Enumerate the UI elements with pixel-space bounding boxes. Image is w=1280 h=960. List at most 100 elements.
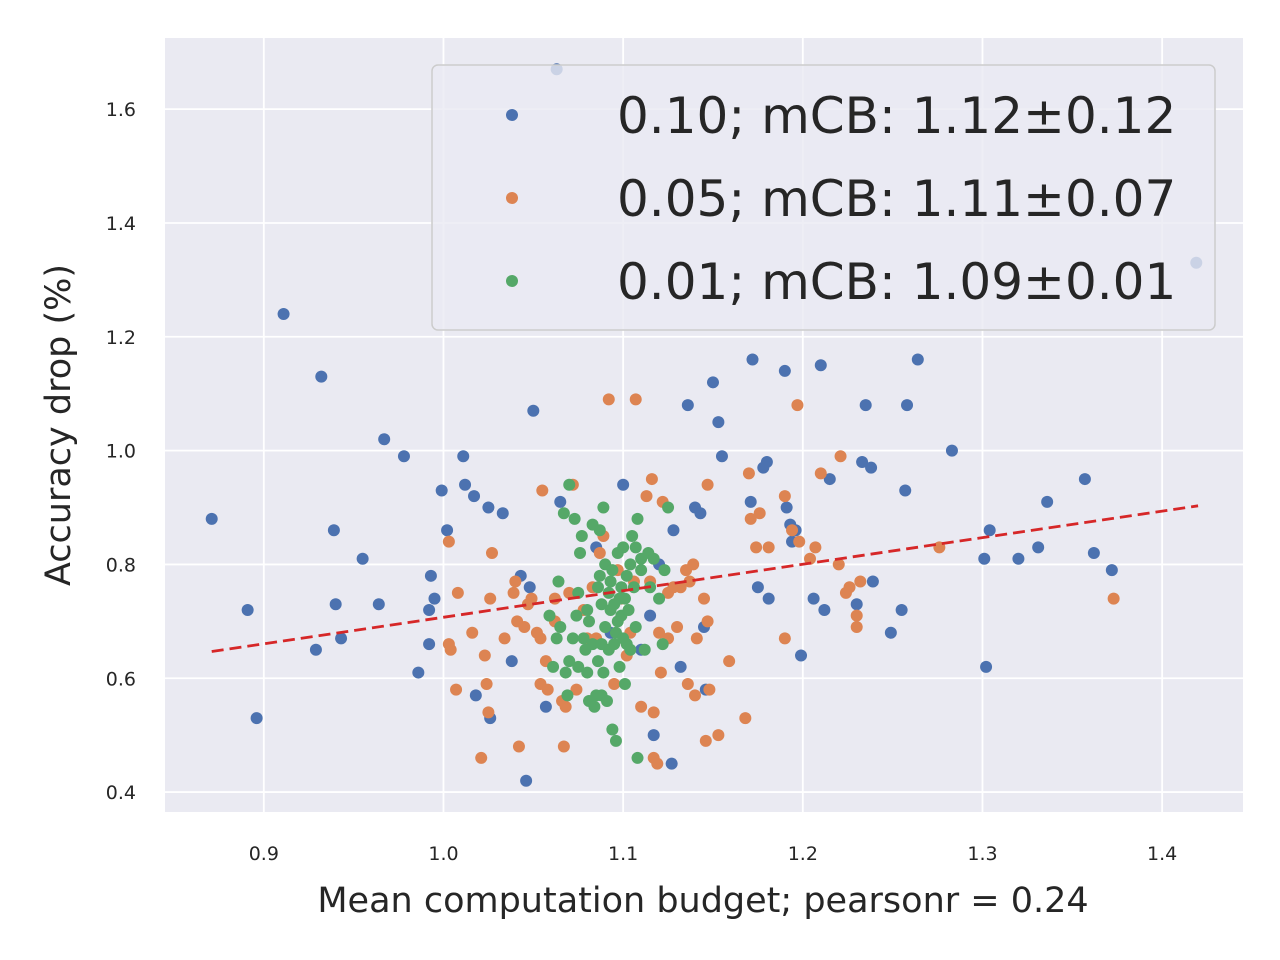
data-point: [552, 575, 565, 588]
data-point: [843, 581, 856, 594]
data-point: [712, 729, 725, 742]
data-point: [644, 609, 657, 622]
data-point: [647, 729, 660, 742]
data-point: [834, 450, 847, 463]
data-point: [372, 598, 385, 611]
data-point: [315, 370, 328, 383]
data-point: [512, 740, 525, 753]
data-point: [554, 621, 567, 634]
data-point: [482, 501, 495, 514]
x-tick-label: 1.0: [428, 843, 458, 865]
data-point: [647, 706, 660, 719]
data-point: [329, 598, 342, 611]
data-point: [574, 547, 587, 560]
data-point: [613, 660, 626, 673]
x-tick-label: 1.1: [608, 843, 638, 865]
data-point: [983, 524, 996, 537]
x-tick-label: 0.9: [249, 843, 279, 865]
data-point: [412, 666, 425, 679]
y-tick-label: 1.0: [106, 441, 136, 463]
data-point: [593, 524, 606, 537]
data-point: [597, 501, 610, 514]
data-point: [485, 547, 498, 560]
legend-label: 0.01; mCB: 1.09±0.01: [617, 253, 1176, 311]
data-point: [570, 683, 583, 696]
data-point: [683, 575, 696, 588]
data-point: [602, 393, 615, 406]
data-point: [586, 638, 599, 651]
data-point: [786, 524, 799, 537]
data-point: [631, 751, 644, 764]
data-point: [559, 700, 572, 713]
data-point: [694, 507, 707, 520]
data-point: [496, 507, 509, 520]
data-point: [563, 655, 576, 668]
data-point: [441, 524, 454, 537]
data-point: [911, 353, 924, 366]
data-point: [608, 677, 621, 690]
data-point: [1032, 541, 1045, 554]
data-point: [626, 529, 639, 542]
data-point: [778, 364, 791, 377]
data-point: [665, 757, 678, 770]
legend: 0.10; mCB: 1.12±0.12 0.05; mCB: 1.11±0.07…: [431, 64, 1216, 331]
data-point: [1012, 552, 1025, 565]
data-point: [884, 626, 897, 639]
data-point: [945, 444, 958, 457]
data-points: [205, 63, 1203, 787]
data-point: [482, 706, 495, 719]
legend-marker: [506, 192, 518, 204]
data-point: [793, 535, 806, 548]
y-tick-label: 1.6: [106, 99, 136, 121]
data-point: [662, 501, 675, 514]
data-point: [536, 484, 549, 497]
data-point: [778, 490, 791, 503]
trend-line: [211, 504, 1199, 653]
data-point: [635, 564, 648, 577]
data-point: [715, 450, 728, 463]
data-point: [620, 569, 633, 582]
data-point: [547, 660, 560, 673]
data-point: [865, 461, 878, 474]
data-point: [850, 598, 863, 611]
data-point: [466, 626, 479, 639]
data-point: [687, 558, 700, 571]
data-point: [484, 592, 497, 605]
data-point: [250, 712, 263, 725]
legend-label: 0.05; mCB: 1.11±0.07: [617, 170, 1176, 228]
data-point: [563, 478, 576, 491]
data-point: [518, 621, 531, 634]
data-point: [656, 638, 669, 651]
data-point: [624, 643, 637, 656]
data-point: [791, 399, 804, 412]
data-point: [703, 683, 716, 696]
data-point: [618, 592, 631, 605]
y-tick-label: 0.4: [106, 782, 136, 804]
data-point: [428, 592, 441, 605]
data-point: [609, 734, 622, 747]
data-point: [653, 592, 666, 605]
data-point: [699, 734, 712, 747]
data-point: [597, 666, 610, 679]
data-point: [706, 376, 719, 389]
data-point: [762, 541, 775, 554]
data-point: [424, 569, 437, 582]
y-tick-label: 0.8: [106, 554, 136, 576]
data-point: [563, 586, 576, 599]
x-tick-label: 1.3: [967, 843, 997, 865]
data-point: [631, 512, 644, 525]
data-point: [742, 467, 755, 480]
x-axis-label: Mean computation budget; pearsonr = 0.24: [317, 881, 1088, 921]
data-point: [568, 512, 581, 525]
data-point: [671, 621, 684, 634]
data-point: [588, 700, 601, 713]
data-point: [583, 615, 596, 628]
data-point: [205, 512, 218, 525]
data-point: [640, 490, 653, 503]
data-point: [818, 603, 831, 616]
data-point: [572, 660, 585, 673]
data-point: [397, 450, 410, 463]
data-point: [459, 478, 472, 491]
data-point: [701, 478, 714, 491]
